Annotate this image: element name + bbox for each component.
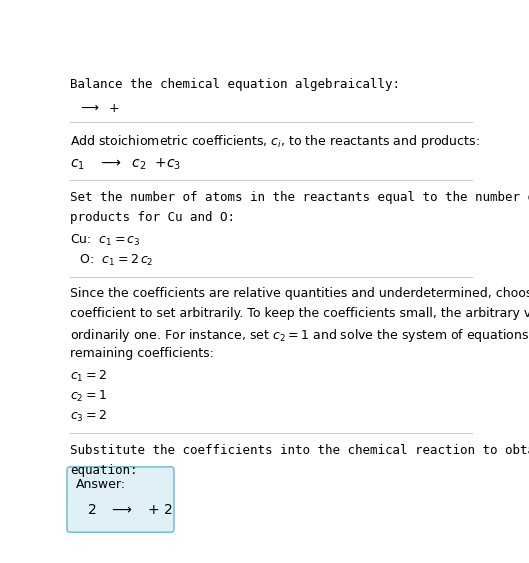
Text: Answer:: Answer: <box>76 478 126 491</box>
Text: Set the number of atoms in the reactants equal to the number of atoms in the: Set the number of atoms in the reactants… <box>70 191 529 204</box>
Text: O:  $c_1 = 2\,c_2$: O: $c_1 = 2\,c_2$ <box>72 253 154 268</box>
Text: $c_2 = 1$: $c_2 = 1$ <box>70 389 107 404</box>
Text: $c_1 = 2$: $c_1 = 2$ <box>70 369 107 385</box>
Text: Balance the chemical equation algebraically:: Balance the chemical equation algebraica… <box>70 78 400 91</box>
Text: $c_1$   $\longrightarrow$  $c_2$  $+c_3$: $c_1$ $\longrightarrow$ $c_2$ $+c_3$ <box>70 157 181 172</box>
Text: Since the coefficients are relative quantities and underdetermined, choose a: Since the coefficients are relative quan… <box>70 287 529 300</box>
Text: products for Cu and O:: products for Cu and O: <box>70 211 235 224</box>
Text: ordinarily one. For instance, set $c_2 = 1$ and solve the system of equations fo: ordinarily one. For instance, set $c_2 =… <box>70 327 529 344</box>
Text: equation:: equation: <box>70 464 138 477</box>
Text: Substitute the coefficients into the chemical reaction to obtain the balanced: Substitute the coefficients into the che… <box>70 444 529 457</box>
Text: Cu:  $c_1 = c_3$: Cu: $c_1 = c_3$ <box>70 233 141 248</box>
Text: coefficient to set arbitrarily. To keep the coefficients small, the arbitrary va: coefficient to set arbitrarily. To keep … <box>70 307 529 320</box>
Text: remaining coefficients:: remaining coefficients: <box>70 347 214 360</box>
Text: Add stoichiometric coefficients, $c_i$, to the reactants and products:: Add stoichiometric coefficients, $c_i$, … <box>70 133 480 150</box>
Text: 2   $\longrightarrow$   + 2: 2 $\longrightarrow$ + 2 <box>87 503 172 517</box>
Text: $c_3 = 2$: $c_3 = 2$ <box>70 409 107 425</box>
Text: $\longrightarrow$  +: $\longrightarrow$ + <box>78 102 121 115</box>
FancyBboxPatch shape <box>67 467 174 532</box>
